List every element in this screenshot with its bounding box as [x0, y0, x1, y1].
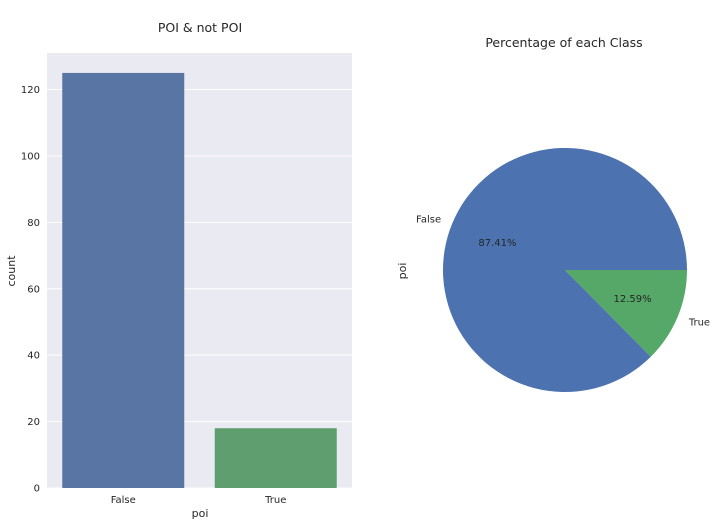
pie-y-label: poi: [396, 263, 409, 280]
bar-false: [62, 72, 185, 488]
y-tick-label: 120: [21, 85, 40, 96]
y-tick-label: 0: [34, 484, 40, 495]
y-tick-label: 20: [27, 417, 40, 428]
pie-labels: False 87.41% True 12.59%: [416, 214, 710, 328]
x-tick-label: False: [111, 495, 136, 506]
x-axis-label: poi: [192, 507, 209, 520]
pie-percent-label: 12.59%: [613, 294, 651, 305]
pie-slice-true: [565, 270, 687, 357]
pie-category-label: True: [688, 318, 710, 329]
pie-slices: [443, 147, 687, 392]
x-tick-labels: False True: [111, 495, 287, 506]
bar-chart-title: POI & not POI: [158, 20, 242, 35]
pie-chart: Percentage of each Class poi False 87.41%…: [396, 35, 710, 392]
y-tick-labels: 0 20 40 60 80 100 120: [21, 85, 40, 494]
y-tick-label: 100: [21, 151, 40, 162]
bar-true: [214, 428, 337, 488]
pie-chart-title: Percentage of each Class: [485, 35, 642, 50]
y-tick-label: 60: [27, 284, 40, 295]
pie-slice-false: [443, 147, 687, 392]
y-axis-label: count: [5, 255, 18, 287]
y-tick-label: 80: [27, 218, 40, 229]
x-tick-label: True: [264, 495, 286, 506]
pie-category-label: False: [416, 214, 441, 225]
y-tick-label: 40: [27, 351, 40, 362]
bars: [62, 72, 337, 488]
pie-percent-label: 87.41%: [478, 238, 516, 249]
